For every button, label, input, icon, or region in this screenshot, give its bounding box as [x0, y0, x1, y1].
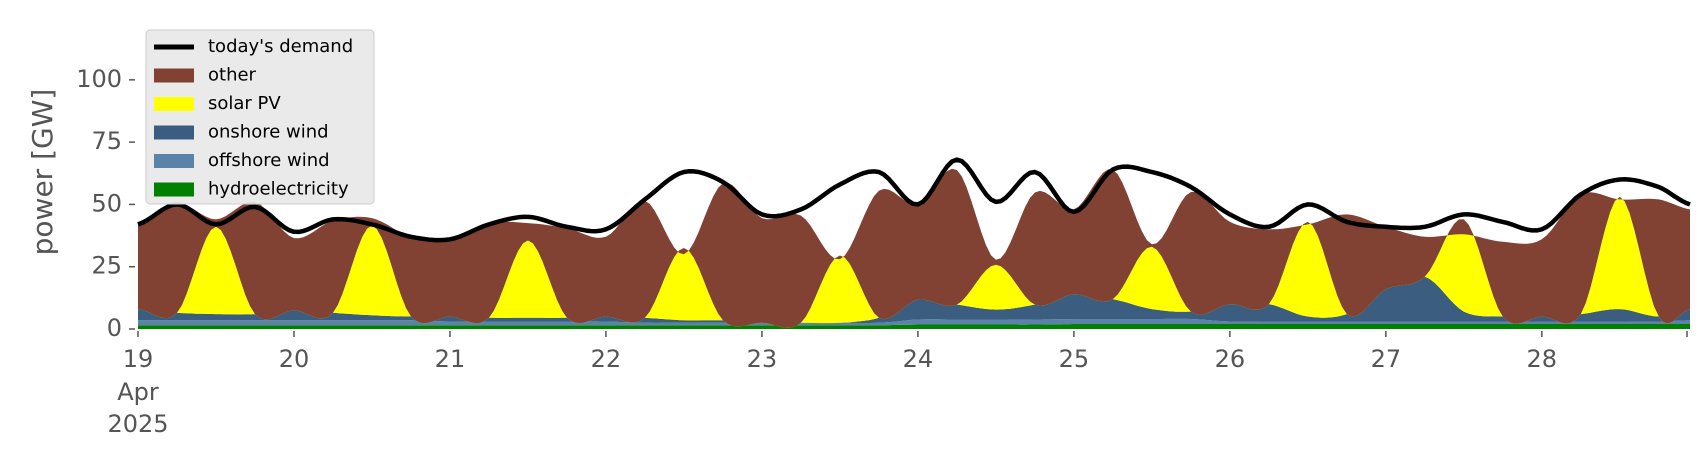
legend-swatch — [154, 97, 194, 111]
legend-label: other — [208, 65, 257, 86]
demand-line — [137, 157, 1691, 243]
x-tick-label: 19 — [123, 345, 154, 373]
legend-swatch — [154, 125, 194, 140]
y-axis: 0 25 50 75 100 — [76, 65, 135, 342]
x-tick-label: 28 — [1527, 345, 1558, 373]
x-tick-label: 20 — [279, 345, 310, 373]
legend-label: onshore wind — [208, 122, 329, 143]
x-tick-label: 27 — [1371, 345, 1402, 373]
area-onshore-wind — [138, 275, 1690, 324]
y-tick-label: 50 — [91, 189, 122, 217]
legend-swatch — [154, 154, 194, 168]
y-axis-label: power [GW] — [26, 89, 59, 256]
stacked-areas — [138, 168, 1690, 329]
y-tick-label: 100 — [76, 65, 122, 93]
x-tick-label: 23 — [747, 345, 778, 373]
x-tick-year: 2025 — [107, 410, 168, 438]
y-tick-label: 75 — [91, 127, 122, 155]
legend-label: solar PV — [208, 93, 281, 114]
x-tick-label: 21 — [435, 345, 466, 373]
x-tick-label: 22 — [591, 345, 622, 373]
x-tick-label: 26 — [1215, 345, 1246, 373]
y-tick-label: 0 — [107, 314, 122, 342]
legend-label: hydroelectricity — [208, 179, 349, 200]
x-axis: 19 Apr 2025 20 21 22 23 24 25 26 27 28 — [107, 331, 1688, 438]
area-other — [138, 168, 1690, 328]
legend-swatch — [154, 68, 194, 83]
area-offshore-wind — [138, 318, 1690, 326]
legend-swatch — [154, 182, 194, 197]
legend-box — [145, 29, 375, 205]
x-tick-label: 25 — [1059, 345, 1090, 373]
y-tick-label: 25 — [91, 252, 122, 280]
legend-label: offshore wind — [208, 150, 330, 171]
area-hydroelectricity — [138, 324, 1690, 329]
x-tick-label: 24 — [903, 345, 934, 373]
legend-label: today's demand — [208, 36, 353, 57]
legend: today's demand other solar PV onshore wind o… — [145, 29, 375, 205]
x-tick-month: Apr — [117, 378, 159, 406]
area-solar-pv — [138, 196, 1690, 328]
